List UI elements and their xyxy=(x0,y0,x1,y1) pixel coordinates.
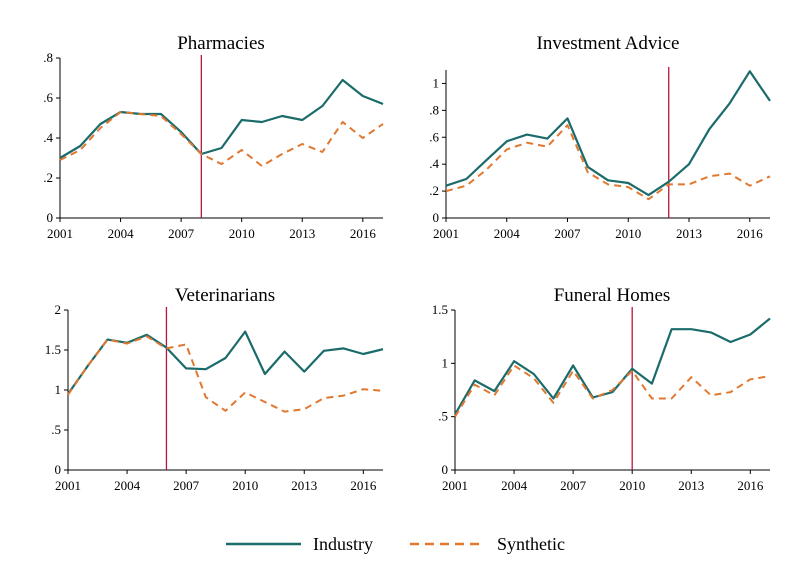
legend: Industry Synthetic xyxy=(226,534,565,554)
investment-advice-y-tick-label: .4 xyxy=(429,156,439,171)
veterinarians-x-tick-label: 2004 xyxy=(114,478,141,493)
funeral-homes-x-tick-label: 2016 xyxy=(737,478,764,493)
pharmacies-x-tick-label: 2010 xyxy=(229,226,255,241)
funeral-homes-y-tick-label: 0 xyxy=(442,462,449,477)
investment-advice-industry-line xyxy=(445,70,771,197)
investment-advice-y-tick-label: 0 xyxy=(433,210,440,225)
veterinarians-industry-line xyxy=(67,330,384,395)
investment-advice-synthetic-line xyxy=(445,124,771,201)
pharmacies-x-tick-label: 2016 xyxy=(350,226,377,241)
funeral-homes-x-tick-label: 2007 xyxy=(560,478,587,493)
funeral-homes-synthetic-line xyxy=(454,364,771,418)
veterinarians-synthetic-line xyxy=(67,335,384,413)
veterinarians-x-tick-label: 2007 xyxy=(173,478,200,493)
pharmacies-x-tick-label: 2004 xyxy=(108,226,135,241)
investment-advice-x-tick-label: 2013 xyxy=(676,226,702,241)
investment-advice-title: Investment Advice xyxy=(537,33,680,54)
pharmacies-y-tick-label: .2 xyxy=(43,170,53,185)
funeral-homes-x-tick-label: 2001 xyxy=(442,478,468,493)
veterinarians-x-tick-label: 2010 xyxy=(232,478,258,493)
investment-advice-y-tick-label: 1 xyxy=(433,75,440,90)
panel-veterinarians: Veterinarians 0 .5 1 1.5 2 2001 2004 2007 2010 201… xyxy=(45,285,384,493)
investment-advice-x-tick-label: 2016 xyxy=(737,226,764,241)
investment-advice-x-tick-label: 2007 xyxy=(555,226,582,241)
funeral-homes-x-tick-label: 2013 xyxy=(678,478,704,493)
legend-industry-label: Industry xyxy=(313,534,373,554)
pharmacies-x-tick-label: 2007 xyxy=(168,226,195,241)
panel-pharmacies: Pharmacies 0 .2 .4 .6 .8 2001 2004 2007 2010 2013 2… xyxy=(43,33,384,241)
investment-advice-y-tick-label: .2 xyxy=(429,183,439,198)
panel-investment-advice: Investment Advice 0 .2 .4 .6 .8 1 2001 2004 2007 2… xyxy=(429,33,771,241)
investment-advice-y-tick-label: .6 xyxy=(429,129,439,144)
investment-advice-y-tick-label: .8 xyxy=(429,102,439,117)
investment-advice-x-tick-label: 2010 xyxy=(615,226,641,241)
funeral-homes-x-tick-label: 2004 xyxy=(501,478,528,493)
veterinarians-y-tick-label: 2 xyxy=(55,302,62,317)
funeral-homes-y-tick-label: .5 xyxy=(438,409,448,424)
pharmacies-synthetic-line xyxy=(59,111,384,167)
veterinarians-x-tick-label: 2016 xyxy=(350,478,377,493)
pharmacies-y-tick-label: 0 xyxy=(47,210,54,225)
veterinarians-title: Veterinarians xyxy=(175,285,275,306)
pharmacies-x-tick-label: 2013 xyxy=(289,226,315,241)
funeral-homes-x-tick-label: 2010 xyxy=(619,478,645,493)
pharmacies-x-tick-label: 2001 xyxy=(47,226,73,241)
investment-advice-x-tick-label: 2001 xyxy=(433,226,459,241)
pharmacies-title: Pharmacies xyxy=(177,33,265,54)
pharmacies-y-tick-label: .8 xyxy=(43,50,53,65)
veterinarians-y-tick-label: .5 xyxy=(51,422,61,437)
funeral-homes-title: Funeral Homes xyxy=(554,285,671,306)
investment-advice-x-tick-label: 2004 xyxy=(494,226,521,241)
veterinarians-y-tick-label: 0 xyxy=(55,462,62,477)
funeral-homes-y-tick-label: 1 xyxy=(442,355,449,370)
funeral-homes-industry-line xyxy=(454,317,771,416)
veterinarians-x-tick-label: 2001 xyxy=(55,478,81,493)
pharmacies-y-tick-label: .6 xyxy=(43,90,53,105)
pharmacies-y-tick-label: .4 xyxy=(43,130,53,145)
legend-synthetic-label: Synthetic xyxy=(497,534,565,554)
panel-funeral-homes: Funeral Homes 0 .5 1 1.5 2001 2004 2007 2010 2013… xyxy=(432,285,771,493)
veterinarians-y-tick-label: 1.5 xyxy=(45,342,61,357)
funeral-homes-y-tick-label: 1.5 xyxy=(432,302,448,317)
veterinarians-x-tick-label: 2013 xyxy=(291,478,317,493)
veterinarians-y-tick-label: 1 xyxy=(55,382,62,397)
pharmacies-industry-line xyxy=(59,78,384,159)
